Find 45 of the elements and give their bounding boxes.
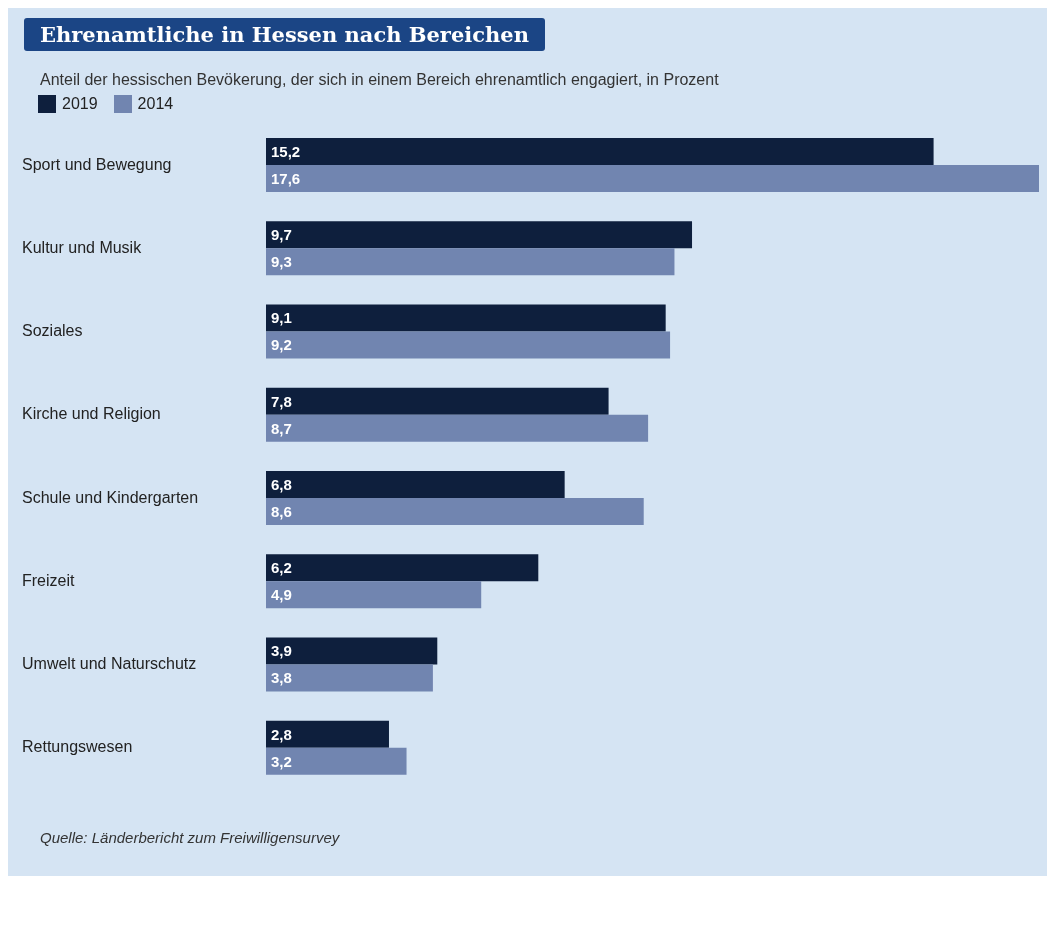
data-label: 8,6 <box>271 502 292 520</box>
data-label: 7,8 <box>271 392 292 410</box>
bar <box>266 581 482 609</box>
y-tick-label: Freizeit <box>22 571 76 589</box>
bar <box>266 248 675 276</box>
data-label: 6,8 <box>271 475 292 493</box>
y-tick-label: Kirche und Religion <box>22 405 161 423</box>
bar <box>266 304 666 332</box>
bar <box>266 664 433 692</box>
y-tick-label: Kultur und Musik <box>22 238 143 256</box>
data-label: 4,9 <box>271 586 292 604</box>
data-label: 17,6 <box>271 169 301 187</box>
data-label: 3,2 <box>271 752 292 770</box>
bar <box>266 471 565 498</box>
data-label: 9,3 <box>271 253 292 271</box>
chart-title: Ehrenamtliche in Hessen nach Bereichen <box>24 18 545 51</box>
bar <box>266 554 539 582</box>
bar <box>266 637 438 665</box>
legend-label: 2019 <box>62 95 98 113</box>
y-tick-label: Schule und Kindergarten <box>22 488 199 506</box>
y-tick-label: Soziales <box>22 322 83 340</box>
data-label: 3,9 <box>271 642 292 660</box>
data-label: 2,8 <box>271 725 292 743</box>
data-label: 8,7 <box>271 419 292 437</box>
data-label: 15,2 <box>271 142 301 160</box>
legend-label: 2014 <box>137 95 174 113</box>
y-tick-label: Sport und Bewegung <box>22 155 172 173</box>
bar <box>266 747 407 775</box>
bar <box>266 138 934 165</box>
y-tick-label: Rettungswesen <box>22 738 133 756</box>
bar <box>266 387 609 415</box>
bar <box>266 331 671 359</box>
source-note: Quelle: Länderbericht zum Freiwilligensurvey <box>40 829 341 846</box>
bar <box>266 221 693 249</box>
data-label: 9,1 <box>271 309 292 327</box>
bar <box>266 165 1039 192</box>
chart-subtitle: Anteil der hessischen Bevökerung, der sich in einem Bereich ehrenamtlich engagiert, in Prozent <box>40 71 720 89</box>
data-label: 9,2 <box>271 336 292 354</box>
y-tick-label: Umwelt und Naturschutz <box>22 655 197 673</box>
bar <box>266 414 649 442</box>
bar <box>266 498 644 525</box>
data-label: 3,8 <box>271 669 292 687</box>
bar <box>266 720 389 748</box>
data-label: 6,2 <box>271 559 292 577</box>
data-label: 9,7 <box>271 226 292 244</box>
